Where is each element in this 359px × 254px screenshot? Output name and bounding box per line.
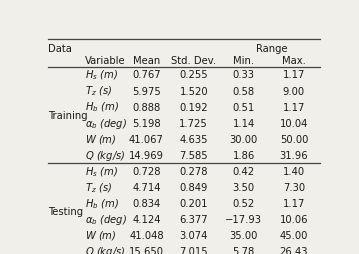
Text: 0.728: 0.728	[132, 167, 161, 177]
Text: 0.58: 0.58	[233, 87, 255, 97]
Text: 0.192: 0.192	[180, 103, 208, 113]
Text: Range: Range	[256, 44, 288, 54]
Text: $H_s$ (m): $H_s$ (m)	[85, 165, 118, 179]
Text: 0.201: 0.201	[180, 199, 208, 209]
Text: 41.048: 41.048	[129, 231, 164, 241]
Text: 5.975: 5.975	[132, 87, 161, 97]
Text: 14.969: 14.969	[129, 151, 164, 161]
Text: 30.00: 30.00	[230, 135, 258, 145]
Text: −17.93: −17.93	[225, 215, 262, 225]
Text: 15.650: 15.650	[129, 247, 164, 254]
Text: 1.17: 1.17	[283, 70, 305, 81]
Text: $T_z$ (s): $T_z$ (s)	[85, 181, 112, 195]
Text: 31.96: 31.96	[280, 151, 308, 161]
Text: Std. Dev.: Std. Dev.	[171, 56, 216, 66]
Text: 41.067: 41.067	[129, 135, 164, 145]
Text: 0.51: 0.51	[233, 103, 255, 113]
Text: 1.17: 1.17	[283, 103, 305, 113]
Text: 7.585: 7.585	[180, 151, 208, 161]
Text: 3.50: 3.50	[233, 183, 255, 193]
Text: Training: Training	[48, 110, 87, 121]
Text: 4.714: 4.714	[132, 183, 161, 193]
Text: 0.888: 0.888	[132, 103, 160, 113]
Text: Testing: Testing	[48, 207, 83, 217]
Text: 0.849: 0.849	[180, 183, 208, 193]
Text: 7.015: 7.015	[180, 247, 208, 254]
Text: 1.14: 1.14	[233, 119, 255, 129]
Text: 5.78: 5.78	[233, 247, 255, 254]
Text: 35.00: 35.00	[230, 231, 258, 241]
Text: 4.124: 4.124	[132, 215, 161, 225]
Text: $T_z$ (s): $T_z$ (s)	[85, 85, 112, 98]
Text: 5.198: 5.198	[132, 119, 161, 129]
Text: $\alpha_b$ (deg): $\alpha_b$ (deg)	[85, 117, 127, 131]
Text: $\alpha_b$ (deg): $\alpha_b$ (deg)	[85, 213, 127, 227]
Text: $H_s$ (m): $H_s$ (m)	[85, 69, 118, 82]
Text: $W$ (m): $W$ (m)	[85, 229, 117, 242]
Text: 7.30: 7.30	[283, 183, 305, 193]
Text: 0.767: 0.767	[132, 70, 161, 81]
Text: $W$ (m): $W$ (m)	[85, 133, 117, 146]
Text: $Q$ (kg/s): $Q$ (kg/s)	[85, 245, 126, 254]
Text: 9.00: 9.00	[283, 87, 305, 97]
Text: 1.725: 1.725	[180, 119, 208, 129]
Text: Variable: Variable	[85, 56, 126, 66]
Text: 1.40: 1.40	[283, 167, 305, 177]
Text: 1.17: 1.17	[283, 199, 305, 209]
Text: 0.42: 0.42	[233, 167, 255, 177]
Text: 1.520: 1.520	[180, 87, 208, 97]
Text: 3.074: 3.074	[180, 231, 208, 241]
Text: Max.: Max.	[282, 56, 306, 66]
Text: 50.00: 50.00	[280, 135, 308, 145]
Text: 0.278: 0.278	[180, 167, 208, 177]
Text: 0.834: 0.834	[132, 199, 160, 209]
Text: 10.06: 10.06	[280, 215, 308, 225]
Text: 10.04: 10.04	[280, 119, 308, 129]
Text: $Q$ (kg/s): $Q$ (kg/s)	[85, 149, 126, 163]
Text: 26.43: 26.43	[280, 247, 308, 254]
Text: 1.86: 1.86	[233, 151, 255, 161]
Text: $H_b$ (m): $H_b$ (m)	[85, 197, 119, 211]
Text: 4.635: 4.635	[180, 135, 208, 145]
Text: 0.33: 0.33	[233, 70, 255, 81]
Text: Min.: Min.	[233, 56, 255, 66]
Text: 0.52: 0.52	[233, 199, 255, 209]
Text: Data: Data	[48, 44, 71, 54]
Text: 0.255: 0.255	[180, 70, 208, 81]
Text: $H_b$ (m): $H_b$ (m)	[85, 101, 119, 114]
Text: 6.377: 6.377	[180, 215, 208, 225]
Text: 45.00: 45.00	[280, 231, 308, 241]
Text: Mean: Mean	[133, 56, 160, 66]
